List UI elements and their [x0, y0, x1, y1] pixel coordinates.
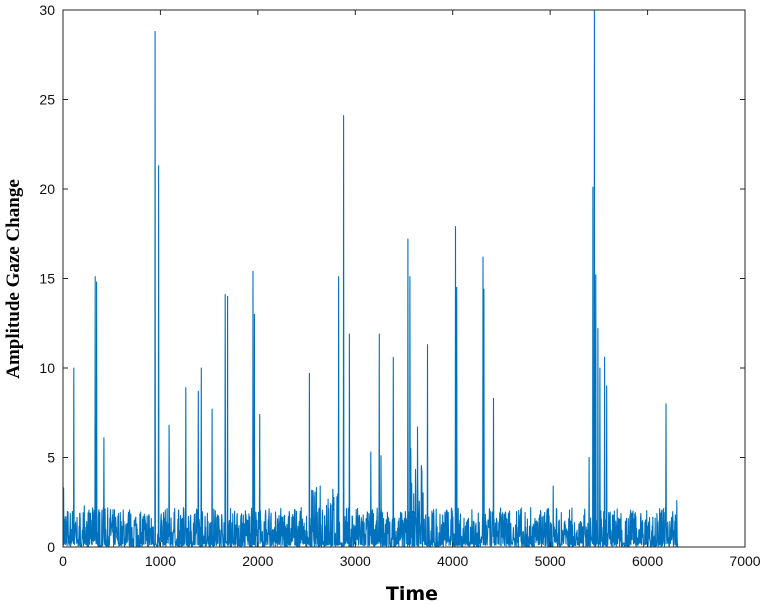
plot-area: 0 1000 2000 3000 4000 5000 6000 7000 0 5 10 15 20 25… [39, 2, 760, 569]
y-axis-ticks: 0 5 10 15 20 25 30 [39, 2, 745, 555]
x-tick-label: 4000 [437, 553, 468, 569]
x-tick-label: 0 [59, 553, 67, 569]
x-tick-label: 3000 [340, 553, 371, 569]
x-axis-ticks: 0 1000 2000 3000 4000 5000 6000 7000 [59, 10, 761, 569]
y-tick-label: 15 [39, 271, 55, 287]
y-tick-label: 0 [47, 539, 55, 555]
y-tick-label: 20 [39, 181, 55, 197]
x-tick-label: 7000 [729, 553, 760, 569]
x-tick-label: 2000 [242, 553, 273, 569]
y-tick-label: 10 [39, 360, 55, 376]
y-tick-label: 30 [39, 2, 55, 18]
x-tick-label: 6000 [632, 553, 663, 569]
y-tick-label: 5 [47, 450, 55, 466]
x-tick-label: 5000 [535, 553, 566, 569]
y-tick-label: 25 [39, 92, 55, 108]
data-series-line [62, 9, 679, 548]
plot-background [63, 10, 745, 547]
x-tick-label: 1000 [145, 553, 176, 569]
x-axis-label: Time [386, 583, 438, 604]
y-axis-label: Amplitude Gaze Change [3, 179, 24, 379]
